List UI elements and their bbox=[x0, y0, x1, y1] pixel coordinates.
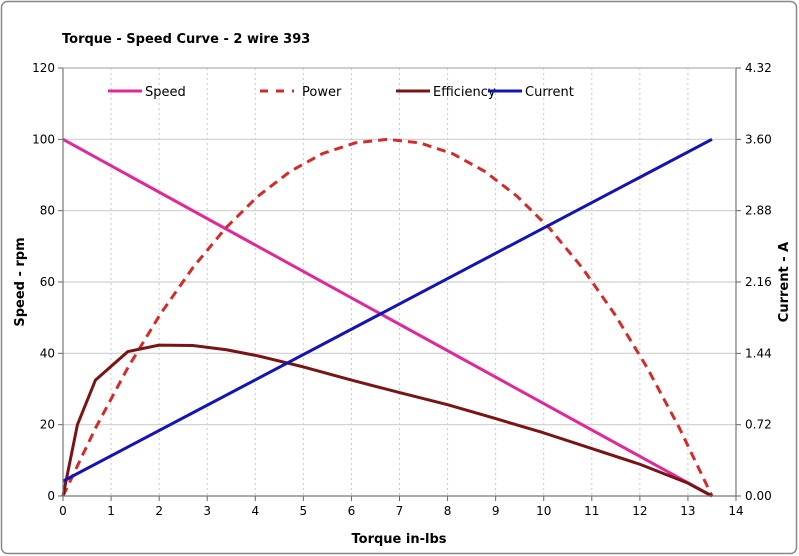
legend: Speed Power Efficiency Current bbox=[108, 85, 574, 100]
x-tick-label: 2 bbox=[155, 504, 163, 518]
legend-label-power: Power bbox=[302, 85, 342, 100]
x-tick-label: 4 bbox=[251, 504, 259, 518]
x-tick-label: 5 bbox=[300, 504, 308, 518]
x-tick-label: 9 bbox=[492, 504, 500, 518]
y2-tick-label: 0.00 bbox=[745, 489, 772, 503]
y-tick-label: 120 bbox=[32, 61, 55, 75]
series-line-efficiency bbox=[61, 343, 713, 498]
x-tick-label: 0 bbox=[59, 504, 67, 518]
y2-axis-label: Current - A bbox=[777, 242, 792, 322]
y2-tick-label: 1.44 bbox=[745, 346, 772, 360]
x-axis-label: Torque in-lbs bbox=[352, 532, 447, 547]
x-tick-label: 8 bbox=[444, 504, 452, 518]
x-tick-label: 11 bbox=[584, 504, 599, 518]
legend-label-efficiency: Efficiency bbox=[433, 85, 496, 100]
y2-tick-label: 2.16 bbox=[745, 275, 772, 289]
y-tick-label: 40 bbox=[40, 346, 55, 360]
y-tick-label: 100 bbox=[32, 132, 55, 146]
axes: 0 1 2 3 4 5 6 7 8 9 10 11 12 13 140204060801001200.000… bbox=[32, 61, 772, 518]
y-tick-label: 20 bbox=[40, 418, 55, 432]
x-tick-label: 12 bbox=[632, 504, 647, 518]
x-tick-label: 10 bbox=[536, 504, 551, 518]
y2-tick-label: 0.72 bbox=[745, 418, 772, 432]
x-tick-label: 1 bbox=[107, 504, 115, 518]
x-tick-label: 7 bbox=[396, 504, 404, 518]
series-line-current bbox=[62, 138, 713, 483]
y-tick-label: 60 bbox=[40, 275, 55, 289]
series-line-power bbox=[61, 137, 714, 497]
y2-tick-label: 2.88 bbox=[745, 204, 772, 218]
series-line-speed bbox=[62, 138, 713, 498]
chart-title: Torque - Speed Curve - 2 wire 393 bbox=[62, 32, 310, 47]
y-tick-label: 0 bbox=[47, 489, 55, 503]
series-group bbox=[61, 137, 714, 498]
x-tick-label: 6 bbox=[348, 504, 356, 518]
x-tick-label: 13 bbox=[680, 504, 695, 518]
y2-tick-label: 4.32 bbox=[745, 61, 772, 75]
y2-tick-label: 3.60 bbox=[745, 132, 772, 146]
y-axis-label: Speed - rpm bbox=[13, 237, 28, 326]
x-tick-label: 14 bbox=[728, 504, 743, 518]
y-tick-label: 80 bbox=[40, 204, 55, 218]
x-tick-label: 3 bbox=[203, 504, 211, 518]
legend-label-speed: Speed bbox=[145, 85, 186, 100]
legend-label-current: Current bbox=[525, 85, 574, 100]
